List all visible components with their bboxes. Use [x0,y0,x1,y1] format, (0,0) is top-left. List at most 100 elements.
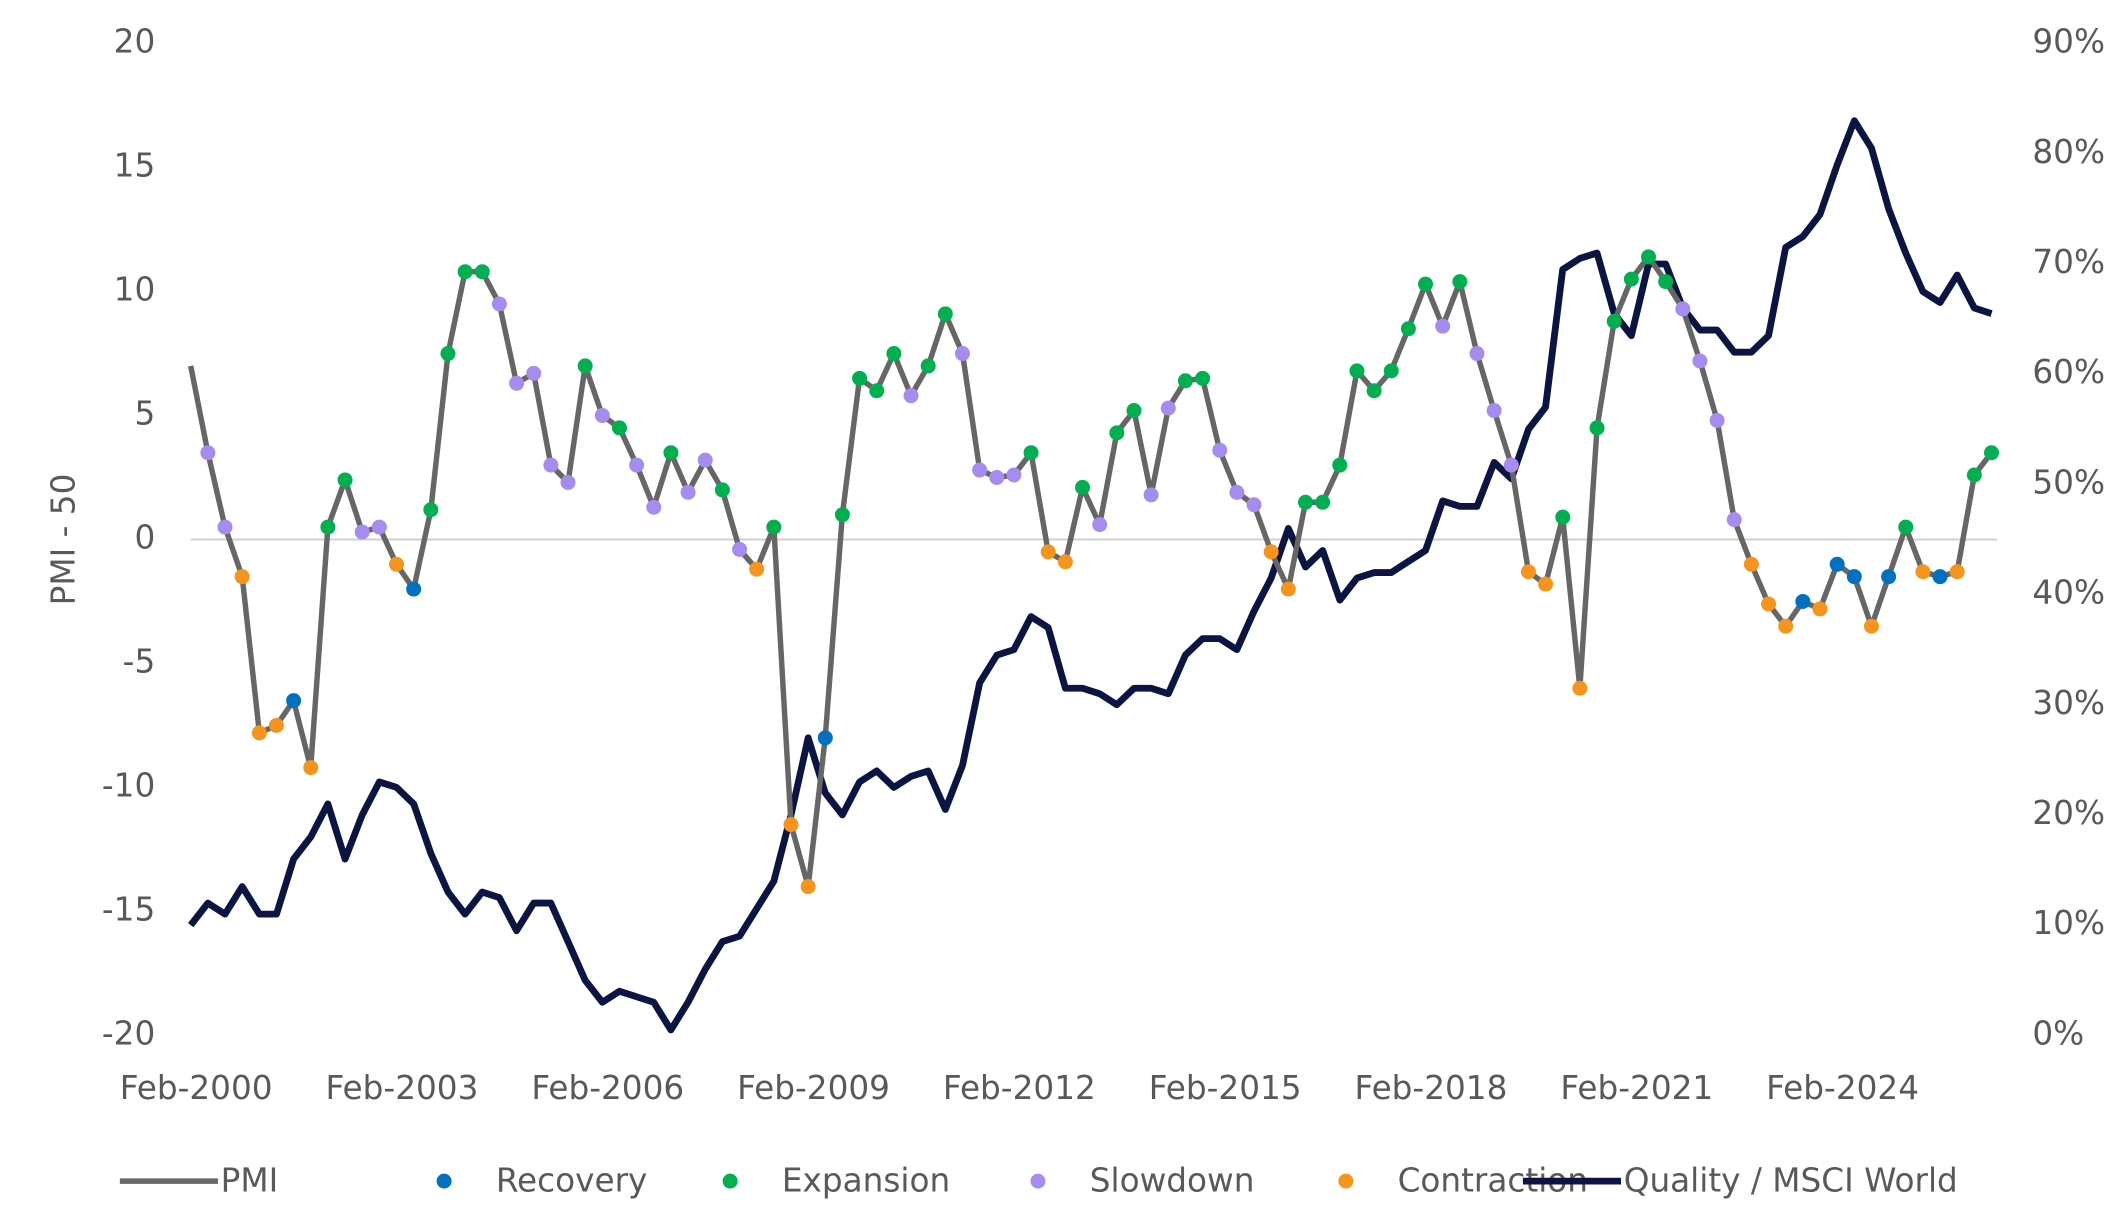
phase-dot [474,264,490,280]
phase-dot [920,358,936,374]
phase-dot [903,388,919,404]
phase-dot [766,519,782,535]
phase-dot [1383,363,1399,379]
phase-dot [1538,576,1554,592]
x-tick-label: Feb-2003 [326,1069,479,1107]
phase-dot [234,569,250,585]
phase-dot [560,474,576,490]
phase-dot [1932,569,1948,585]
x-tick-label: Feb-2021 [1560,1069,1713,1107]
phase-dot [886,346,902,362]
phase-dot [1846,569,1862,585]
phase-dot [1006,467,1022,483]
phase-dot [989,470,1005,485]
phase-dot [1778,618,1794,634]
x-tick-label: Feb-2006 [531,1069,684,1107]
phase-dot [1229,484,1245,500]
phase-dot [1658,274,1674,290]
phase-dot [1898,519,1914,535]
phase-dot [1641,249,1656,265]
phase-dot [1966,467,1982,483]
phase-dot [1126,403,1142,419]
y2-tick-label: 10% [2032,904,2105,942]
phase-dot [852,370,868,386]
y2-tick-label: 60% [2032,353,2105,391]
phase-dot [1692,353,1708,369]
phase-dot [389,556,405,572]
phase-dot [954,346,970,362]
phase-dot [1195,370,1211,386]
legend-label: Recovery [496,1161,648,1199]
phase-dot [251,725,267,741]
phase-dot [457,264,473,280]
phase-dot [834,507,850,523]
phase-dot [1332,457,1348,473]
pmi-line [188,254,1994,890]
y2-tick-label: 0% [2032,1014,2084,1052]
x-tick-label: Feb-2000 [120,1069,273,1107]
y2-tick-label: 90% [2032,23,2105,61]
phase-dot [354,524,370,540]
phase-dot [937,306,953,322]
phase-dot [869,383,885,399]
legend-marker [1338,1173,1354,1189]
phase-dot [1726,512,1742,528]
phase-dot [1589,420,1605,436]
phase-dot [1984,445,1999,461]
legend-item: Expansion [722,1161,950,1199]
y2-tick-label: 50% [2032,463,2105,501]
phase-dot [509,375,525,391]
legend-item: Recovery [436,1161,648,1199]
phase-dot [1023,445,1039,461]
x-tick-label: Feb-2012 [943,1069,1096,1107]
phase-dot [714,482,730,498]
phase-dot [320,519,336,535]
phase-dot [1315,494,1331,510]
phase-dot [1949,564,1965,580]
phase-dot [972,462,988,478]
phase-dot [1177,373,1193,389]
y-tick-label: 0 [134,518,155,556]
phase-dot [1075,479,1091,495]
legend-label: Quality / MSCI World [1624,1161,1958,1199]
phase-dot [337,472,353,488]
phase-dot [1435,318,1451,334]
phase-dot [1040,544,1056,560]
y-tick-label: -20 [102,1014,155,1052]
phase-dot [1469,346,1485,362]
x-tick-label: Feb-2015 [1149,1069,1302,1107]
y-tick-label: -5 [123,642,156,680]
phase-dot [783,817,799,833]
legend-item: Quality / MSCI World [1522,1161,1958,1199]
y-tick-label: 20 [114,23,156,61]
phase-dot [1555,509,1571,525]
legend-label: PMI [221,1161,279,1199]
phase-dot [1263,544,1279,560]
phase-dot [800,879,816,895]
phase-dot [1881,569,1897,585]
y2-tick-label: 30% [2032,684,2105,722]
phase-dot [1057,554,1073,570]
y2-tick-label: 40% [2032,574,2105,612]
y-tick-label: 5 [134,395,155,433]
phase-dot [1143,487,1159,503]
phase-dot [1623,271,1639,287]
phase-dot [1418,276,1434,292]
phase-dot [1915,564,1931,580]
phase-dot [1280,581,1296,597]
phase-dot [1572,680,1588,696]
phase-dot [526,365,542,381]
phase-dot [1520,564,1536,580]
phase-dot [1297,494,1313,510]
x-tick-label: Feb-2018 [1355,1069,1508,1107]
phase-dot [286,693,302,709]
phase-dot [200,445,216,461]
legend-label: Slowdown [1090,1161,1255,1199]
phase-dot [1606,313,1622,329]
phase-dot [680,484,696,500]
y-tick-label: 15 [114,147,156,185]
phase-dot [491,296,507,312]
phase-dot [749,561,765,577]
phase-dot [1761,596,1777,612]
